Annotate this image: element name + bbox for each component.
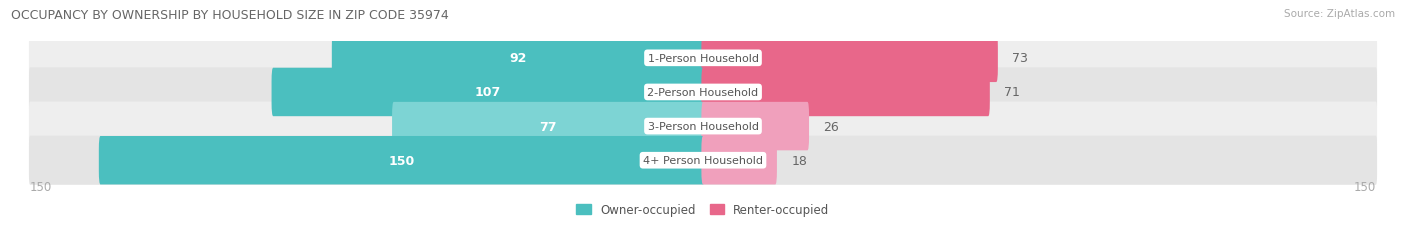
FancyBboxPatch shape <box>702 34 998 83</box>
Text: 1-Person Household: 1-Person Household <box>648 54 758 64</box>
Text: 77: 77 <box>540 120 557 133</box>
FancyBboxPatch shape <box>332 34 704 83</box>
Text: 18: 18 <box>792 154 807 167</box>
Text: OCCUPANCY BY OWNERSHIP BY HOUSEHOLD SIZE IN ZIP CODE 35974: OCCUPANCY BY OWNERSHIP BY HOUSEHOLD SIZE… <box>11 9 449 22</box>
FancyBboxPatch shape <box>98 136 704 185</box>
FancyBboxPatch shape <box>702 68 990 117</box>
FancyBboxPatch shape <box>30 68 1376 117</box>
Text: 73: 73 <box>1012 52 1028 65</box>
Text: 2-Person Household: 2-Person Household <box>647 88 759 97</box>
Legend: Owner-occupied, Renter-occupied: Owner-occupied, Renter-occupied <box>576 203 830 216</box>
FancyBboxPatch shape <box>271 68 704 117</box>
Text: Source: ZipAtlas.com: Source: ZipAtlas.com <box>1284 9 1395 19</box>
Text: 150: 150 <box>388 154 415 167</box>
Text: 26: 26 <box>824 120 839 133</box>
FancyBboxPatch shape <box>702 102 808 151</box>
FancyBboxPatch shape <box>30 102 1376 151</box>
Text: 92: 92 <box>509 52 527 65</box>
FancyBboxPatch shape <box>392 102 704 151</box>
FancyBboxPatch shape <box>702 136 778 185</box>
Text: 150: 150 <box>1354 181 1376 194</box>
Text: 71: 71 <box>1004 86 1021 99</box>
Text: 4+ Person Household: 4+ Person Household <box>643 155 763 165</box>
Text: 150: 150 <box>30 181 52 194</box>
FancyBboxPatch shape <box>30 34 1376 83</box>
Text: 3-Person Household: 3-Person Household <box>648 122 758 131</box>
Text: 107: 107 <box>475 86 501 99</box>
FancyBboxPatch shape <box>30 136 1376 185</box>
